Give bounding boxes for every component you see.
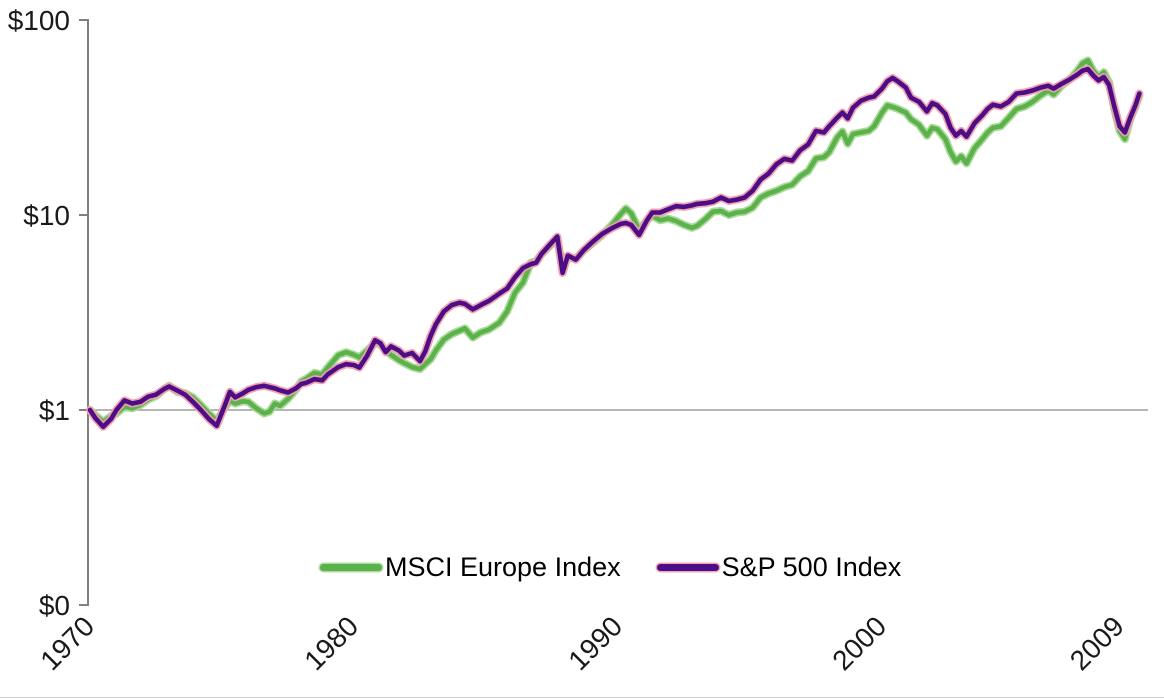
series-halo-sp500 [86, 65, 1144, 431]
legend-item-sp500: S&P 500 Index [656, 552, 902, 582]
x-tick-label-1980: 1980 [298, 610, 364, 676]
y-tick-label-$1: $1 [39, 395, 70, 426]
y-axis-labels: $100 $10 $1 $0 [8, 5, 70, 621]
y-tick-label-$10: $10 [23, 200, 70, 231]
legend: MSCI Europe Index S&P 500 Index [320, 552, 901, 582]
y-axis-ticks [79, 19, 88, 606]
x-tick-label-2000: 2000 [826, 610, 892, 676]
legend-label-msci-europe: MSCI Europe Index [385, 552, 621, 582]
x-axis-labels: 1970 1980 1990 2000 2009 [34, 610, 1130, 676]
x-tick-label-2009: 2009 [1064, 610, 1130, 676]
legend-label-sp500: S&P 500 Index [721, 552, 902, 582]
sp500-line-swatch-icon [656, 563, 719, 571]
legend-item-msci-europe: MSCI Europe Index [320, 552, 621, 582]
msci-europe-line-swatch-icon [320, 563, 382, 571]
series-line-sp500 [87, 66, 1142, 430]
series-line-msci-europe [87, 58, 1142, 425]
y-tick-label-$0: $0 [39, 590, 70, 621]
x-tick-label-1990: 1990 [562, 610, 628, 676]
y-tick-label-$100: $100 [8, 5, 70, 36]
series-lines [86, 56, 1144, 431]
